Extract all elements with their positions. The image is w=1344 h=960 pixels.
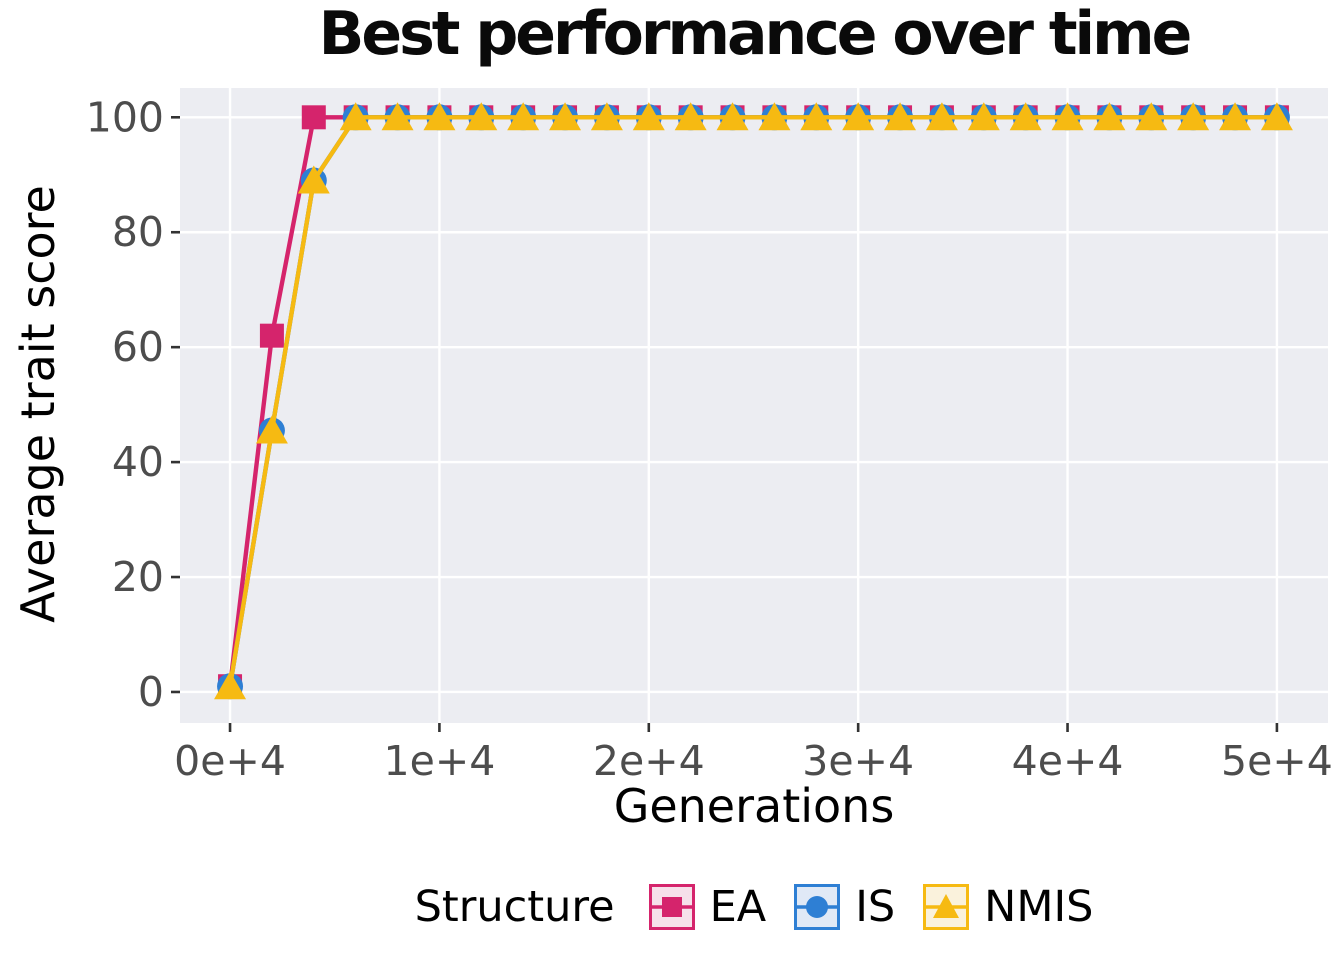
x-axis-label: Generations (613, 779, 895, 833)
series-marker-NMIS (842, 102, 875, 131)
legend-key-glyph (926, 894, 967, 918)
x-tick-label: 1e+4 (384, 737, 496, 785)
legend-key-glyph (797, 896, 838, 918)
series-marker-NMIS (297, 165, 330, 194)
legend: Structure EA IS NMIS (180, 882, 1328, 932)
y-tick-label: 100 (86, 93, 164, 141)
series-marker-NMIS (507, 102, 540, 131)
square-marker-icon (661, 897, 682, 917)
legend-key-square-icon (648, 884, 695, 930)
legend-key-glyph (651, 897, 692, 917)
legend-item-EA: EA (648, 882, 767, 932)
series-marker-EA (301, 105, 326, 130)
x-tick-label: 4e+4 (1012, 737, 1124, 785)
series-marker-NMIS (590, 102, 623, 131)
series-marker-NMIS (800, 102, 833, 131)
series-marker-NMIS (716, 102, 749, 131)
series-marker-NMIS (674, 102, 707, 131)
y-tick-label: 20 (112, 553, 164, 601)
series-marker-NMIS (1135, 102, 1168, 131)
y-axis-label: Average trait score (11, 185, 65, 623)
x-tick-label: 5e+4 (1221, 737, 1333, 785)
series-marker-NMIS (1260, 102, 1293, 131)
legend-item-NMIS: NMIS (923, 882, 1093, 932)
series-marker-NMIS (1177, 102, 1210, 131)
plot-area: 0e+4 1e+4 2e+4 3e+4 4e+4 5e+4 0 20 40 60 80 100 (86, 88, 1333, 785)
legend-label-EA: EA (709, 882, 767, 932)
series-marker-NMIS (255, 415, 288, 444)
series-marker-EA (259, 323, 284, 348)
x-tick-label: 2e+4 (593, 737, 705, 785)
legend-label-IS: IS (855, 882, 896, 932)
y-tick-label: 60 (112, 323, 164, 371)
series-marker-NMIS (381, 102, 414, 131)
legend-label-NMIS: NMIS (984, 882, 1094, 932)
series-marker-NMIS (1051, 102, 1084, 131)
y-tick-label: 0 (138, 668, 164, 716)
y-tick-label: 40 (112, 438, 164, 486)
series-marker-NMIS (423, 102, 456, 131)
circle-marker-icon (806, 896, 829, 918)
series-marker-NMIS (214, 671, 247, 700)
series-marker-NMIS (758, 102, 791, 131)
series-marker-NMIS (967, 102, 1000, 131)
series-marker-NMIS (925, 102, 958, 131)
x-tick-label: 0e+4 (174, 737, 286, 785)
series-marker-NMIS (1009, 102, 1042, 131)
panel-background (180, 88, 1328, 723)
series-marker-NMIS (1219, 102, 1252, 131)
x-tick-label: 3e+4 (802, 737, 914, 785)
triangle-marker-icon (933, 894, 960, 918)
chart-title: Best performance over time (318, 0, 1193, 69)
legend-title: Structure (414, 882, 615, 932)
series-marker-NMIS (632, 102, 665, 131)
y-tick-label: 80 (112, 208, 164, 256)
legend-key-triangle-icon (923, 884, 970, 930)
series-marker-NMIS (549, 102, 582, 131)
series-marker-NMIS (884, 102, 917, 131)
series-marker-NMIS (1093, 102, 1126, 131)
legend-item-IS: IS (794, 882, 895, 932)
series-marker-NMIS (465, 102, 498, 131)
legend-items: EA IS NMIS (648, 882, 1093, 932)
series-marker-NMIS (339, 102, 372, 131)
legend-key-circle-icon (794, 884, 841, 930)
